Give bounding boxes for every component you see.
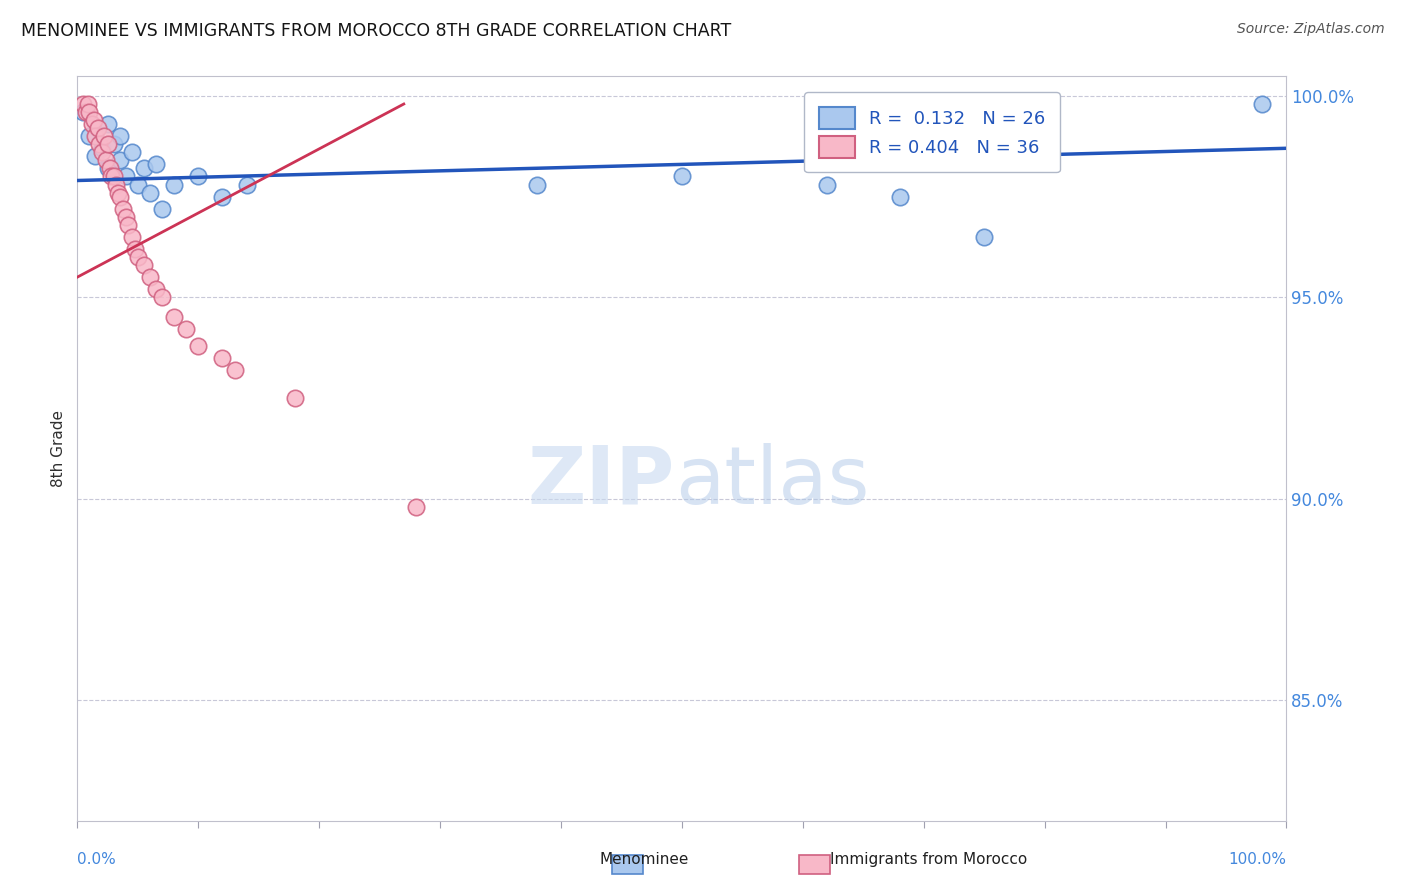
Point — [124, 242, 146, 256]
Point — [889, 189, 911, 203]
Point — [72, 97, 94, 112]
Text: 100.0%: 100.0% — [1229, 852, 1286, 867]
Text: Immigrants from Morocco: Immigrants from Morocco — [830, 852, 1026, 867]
Point — [108, 153, 131, 168]
Point — [284, 391, 307, 405]
Point — [145, 157, 167, 171]
Point — [83, 113, 105, 128]
Point — [150, 290, 173, 304]
Point — [114, 169, 136, 184]
Point — [80, 117, 103, 131]
Point — [96, 117, 118, 131]
Point — [84, 129, 107, 144]
Point — [84, 149, 107, 163]
Point — [139, 186, 162, 200]
Point — [224, 362, 246, 376]
Point — [90, 145, 112, 160]
Point — [96, 161, 118, 176]
Point — [174, 322, 197, 336]
Point — [405, 500, 427, 514]
Y-axis label: 8th Grade: 8th Grade — [51, 409, 66, 487]
Text: atlas: atlas — [675, 442, 869, 521]
Text: MENOMINEE VS IMMIGRANTS FROM MOROCCO 8TH GRADE CORRELATION CHART: MENOMINEE VS IMMIGRANTS FROM MOROCCO 8TH… — [21, 22, 731, 40]
Point — [187, 338, 209, 352]
Point — [973, 230, 995, 244]
Point — [815, 178, 838, 192]
Point — [211, 189, 233, 203]
Point — [108, 129, 131, 144]
Point — [163, 310, 186, 325]
Point — [211, 351, 233, 365]
Point — [132, 161, 155, 176]
Point — [121, 145, 143, 160]
Text: Source: ZipAtlas.com: Source: ZipAtlas.com — [1237, 22, 1385, 37]
Point — [145, 282, 167, 296]
Point — [105, 178, 128, 192]
Text: 0.0%: 0.0% — [77, 852, 117, 867]
Point — [139, 270, 162, 285]
Point — [90, 141, 112, 155]
Point — [1251, 97, 1274, 112]
Point — [150, 202, 173, 216]
Point — [79, 105, 101, 120]
Point — [671, 169, 693, 184]
Point — [235, 178, 257, 192]
Point — [96, 153, 118, 168]
Point — [75, 105, 97, 120]
Point — [108, 189, 131, 203]
Text: Menominee: Menominee — [599, 852, 689, 867]
Point — [87, 137, 110, 152]
Point — [79, 129, 101, 144]
Point — [114, 210, 136, 224]
Point — [87, 121, 110, 136]
Point — [107, 186, 129, 200]
Point — [72, 105, 94, 120]
Text: ZIP: ZIP — [527, 442, 675, 521]
Point — [187, 169, 209, 184]
Point — [93, 129, 115, 144]
Point — [98, 161, 121, 176]
Point — [100, 169, 122, 184]
Point — [121, 230, 143, 244]
Point — [132, 258, 155, 272]
Point — [163, 178, 186, 192]
Point — [112, 202, 135, 216]
Point — [117, 218, 139, 232]
Point — [103, 169, 125, 184]
Point — [77, 97, 100, 112]
Point — [526, 178, 548, 192]
Point — [127, 178, 149, 192]
Point — [96, 137, 118, 152]
Point — [103, 137, 125, 152]
Point — [127, 250, 149, 264]
Legend: R =  0.132   N = 26, R = 0.404   N = 36: R = 0.132 N = 26, R = 0.404 N = 36 — [804, 92, 1060, 172]
